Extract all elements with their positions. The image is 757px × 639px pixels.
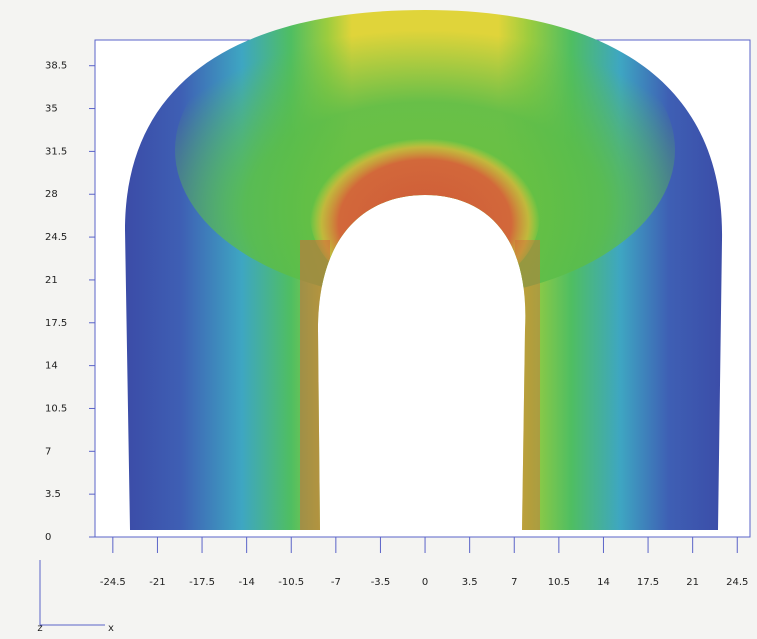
y-tick-label: 0 (45, 532, 51, 543)
y-tick-label: 14 (45, 361, 58, 372)
x-tick-label: -7 (331, 577, 341, 588)
x-tick-label: 14 (597, 577, 610, 588)
x-tick-label: 0 (422, 577, 428, 588)
y-tick-label: 10.5 (45, 403, 67, 414)
x-tick-label: -24.5 (100, 577, 126, 588)
x-tick-label: 17.5 (637, 577, 659, 588)
x-tick-label: 24.5 (726, 577, 748, 588)
x-tick-label: 7 (511, 577, 517, 588)
x-tick-label: 21 (686, 577, 699, 588)
x-tick-label: -14 (238, 577, 254, 588)
y-tick-label: 35 (45, 104, 58, 115)
triad-label: x (108, 623, 114, 634)
x-tick-label: -17.5 (189, 577, 215, 588)
x-tick-label: -10.5 (278, 577, 304, 588)
y-tick-label: 3.5 (45, 489, 61, 500)
x-tick-label: 10.5 (548, 577, 570, 588)
y-tick-label: 7 (45, 446, 51, 457)
y-tick-label: 24.5 (45, 232, 67, 243)
y-tick-label: 38.5 (45, 61, 67, 72)
x-tick-label: -3.5 (371, 577, 391, 588)
x-tick-label: -21 (149, 577, 165, 588)
x-tick-label: 3.5 (462, 577, 478, 588)
triad-label: z (37, 623, 42, 634)
y-tick-label: 28 (45, 189, 58, 200)
y-tick-label: 17.5 (45, 318, 67, 329)
y-tick-label: 21 (45, 275, 58, 286)
y-tick-label: 31.5 (45, 146, 67, 157)
